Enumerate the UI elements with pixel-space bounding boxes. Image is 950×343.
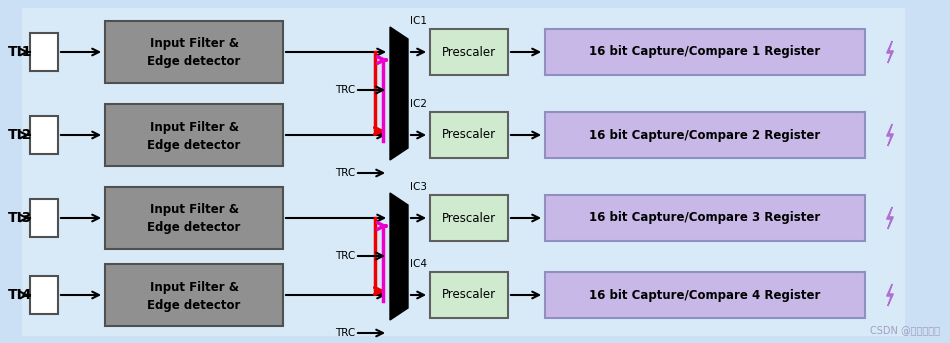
Bar bbox=[430, 112, 508, 158]
Text: TRC: TRC bbox=[334, 328, 355, 338]
Text: Prescaler: Prescaler bbox=[442, 212, 496, 225]
Bar bbox=[30, 199, 58, 237]
Bar bbox=[430, 195, 508, 241]
Text: Prescaler: Prescaler bbox=[442, 46, 496, 59]
Polygon shape bbox=[886, 207, 893, 229]
Text: TRC: TRC bbox=[334, 251, 355, 261]
Text: Edge detector: Edge detector bbox=[147, 298, 240, 311]
Text: Edge detector: Edge detector bbox=[147, 139, 240, 152]
Bar bbox=[430, 29, 508, 75]
Text: Input Filter &: Input Filter & bbox=[149, 203, 238, 216]
Text: Prescaler: Prescaler bbox=[442, 288, 496, 301]
Text: Prescaler: Prescaler bbox=[442, 129, 496, 142]
Text: 16 bit Capture/Compare 3 Register: 16 bit Capture/Compare 3 Register bbox=[589, 212, 821, 225]
Text: TI1: TI1 bbox=[8, 45, 32, 59]
Bar bbox=[545, 195, 865, 241]
Text: 16 bit Capture/Compare 4 Register: 16 bit Capture/Compare 4 Register bbox=[589, 288, 821, 301]
Bar bbox=[105, 104, 283, 166]
Text: TRC: TRC bbox=[334, 168, 355, 178]
Text: TI2: TI2 bbox=[8, 128, 32, 142]
Text: TI3: TI3 bbox=[8, 211, 32, 225]
Text: Edge detector: Edge detector bbox=[147, 222, 240, 235]
Bar bbox=[105, 187, 283, 249]
Polygon shape bbox=[886, 41, 893, 63]
Text: TRC: TRC bbox=[334, 85, 355, 95]
Text: 16 bit Capture/Compare 1 Register: 16 bit Capture/Compare 1 Register bbox=[589, 46, 821, 59]
Text: TI4: TI4 bbox=[8, 288, 32, 302]
Text: Input Filter &: Input Filter & bbox=[149, 37, 238, 50]
Polygon shape bbox=[886, 124, 893, 146]
Bar bbox=[105, 264, 283, 326]
Bar bbox=[105, 21, 283, 83]
Text: Input Filter &: Input Filter & bbox=[149, 281, 238, 294]
Bar bbox=[545, 272, 865, 318]
Bar bbox=[30, 33, 58, 71]
Text: IC3: IC3 bbox=[410, 182, 427, 192]
Text: CSDN @源的涵涵葛: CSDN @源的涵涵葛 bbox=[870, 325, 940, 335]
Text: Input Filter &: Input Filter & bbox=[149, 120, 238, 133]
Bar bbox=[545, 112, 865, 158]
Polygon shape bbox=[390, 27, 408, 160]
Text: IC1: IC1 bbox=[410, 16, 427, 26]
Polygon shape bbox=[886, 284, 893, 306]
Text: IC2: IC2 bbox=[410, 99, 427, 109]
Text: IC4: IC4 bbox=[410, 259, 427, 269]
Polygon shape bbox=[390, 193, 408, 320]
Bar bbox=[30, 116, 58, 154]
Bar bbox=[545, 29, 865, 75]
Text: Edge detector: Edge detector bbox=[147, 56, 240, 69]
Bar bbox=[430, 272, 508, 318]
Bar bbox=[30, 276, 58, 314]
Text: 16 bit Capture/Compare 2 Register: 16 bit Capture/Compare 2 Register bbox=[589, 129, 821, 142]
